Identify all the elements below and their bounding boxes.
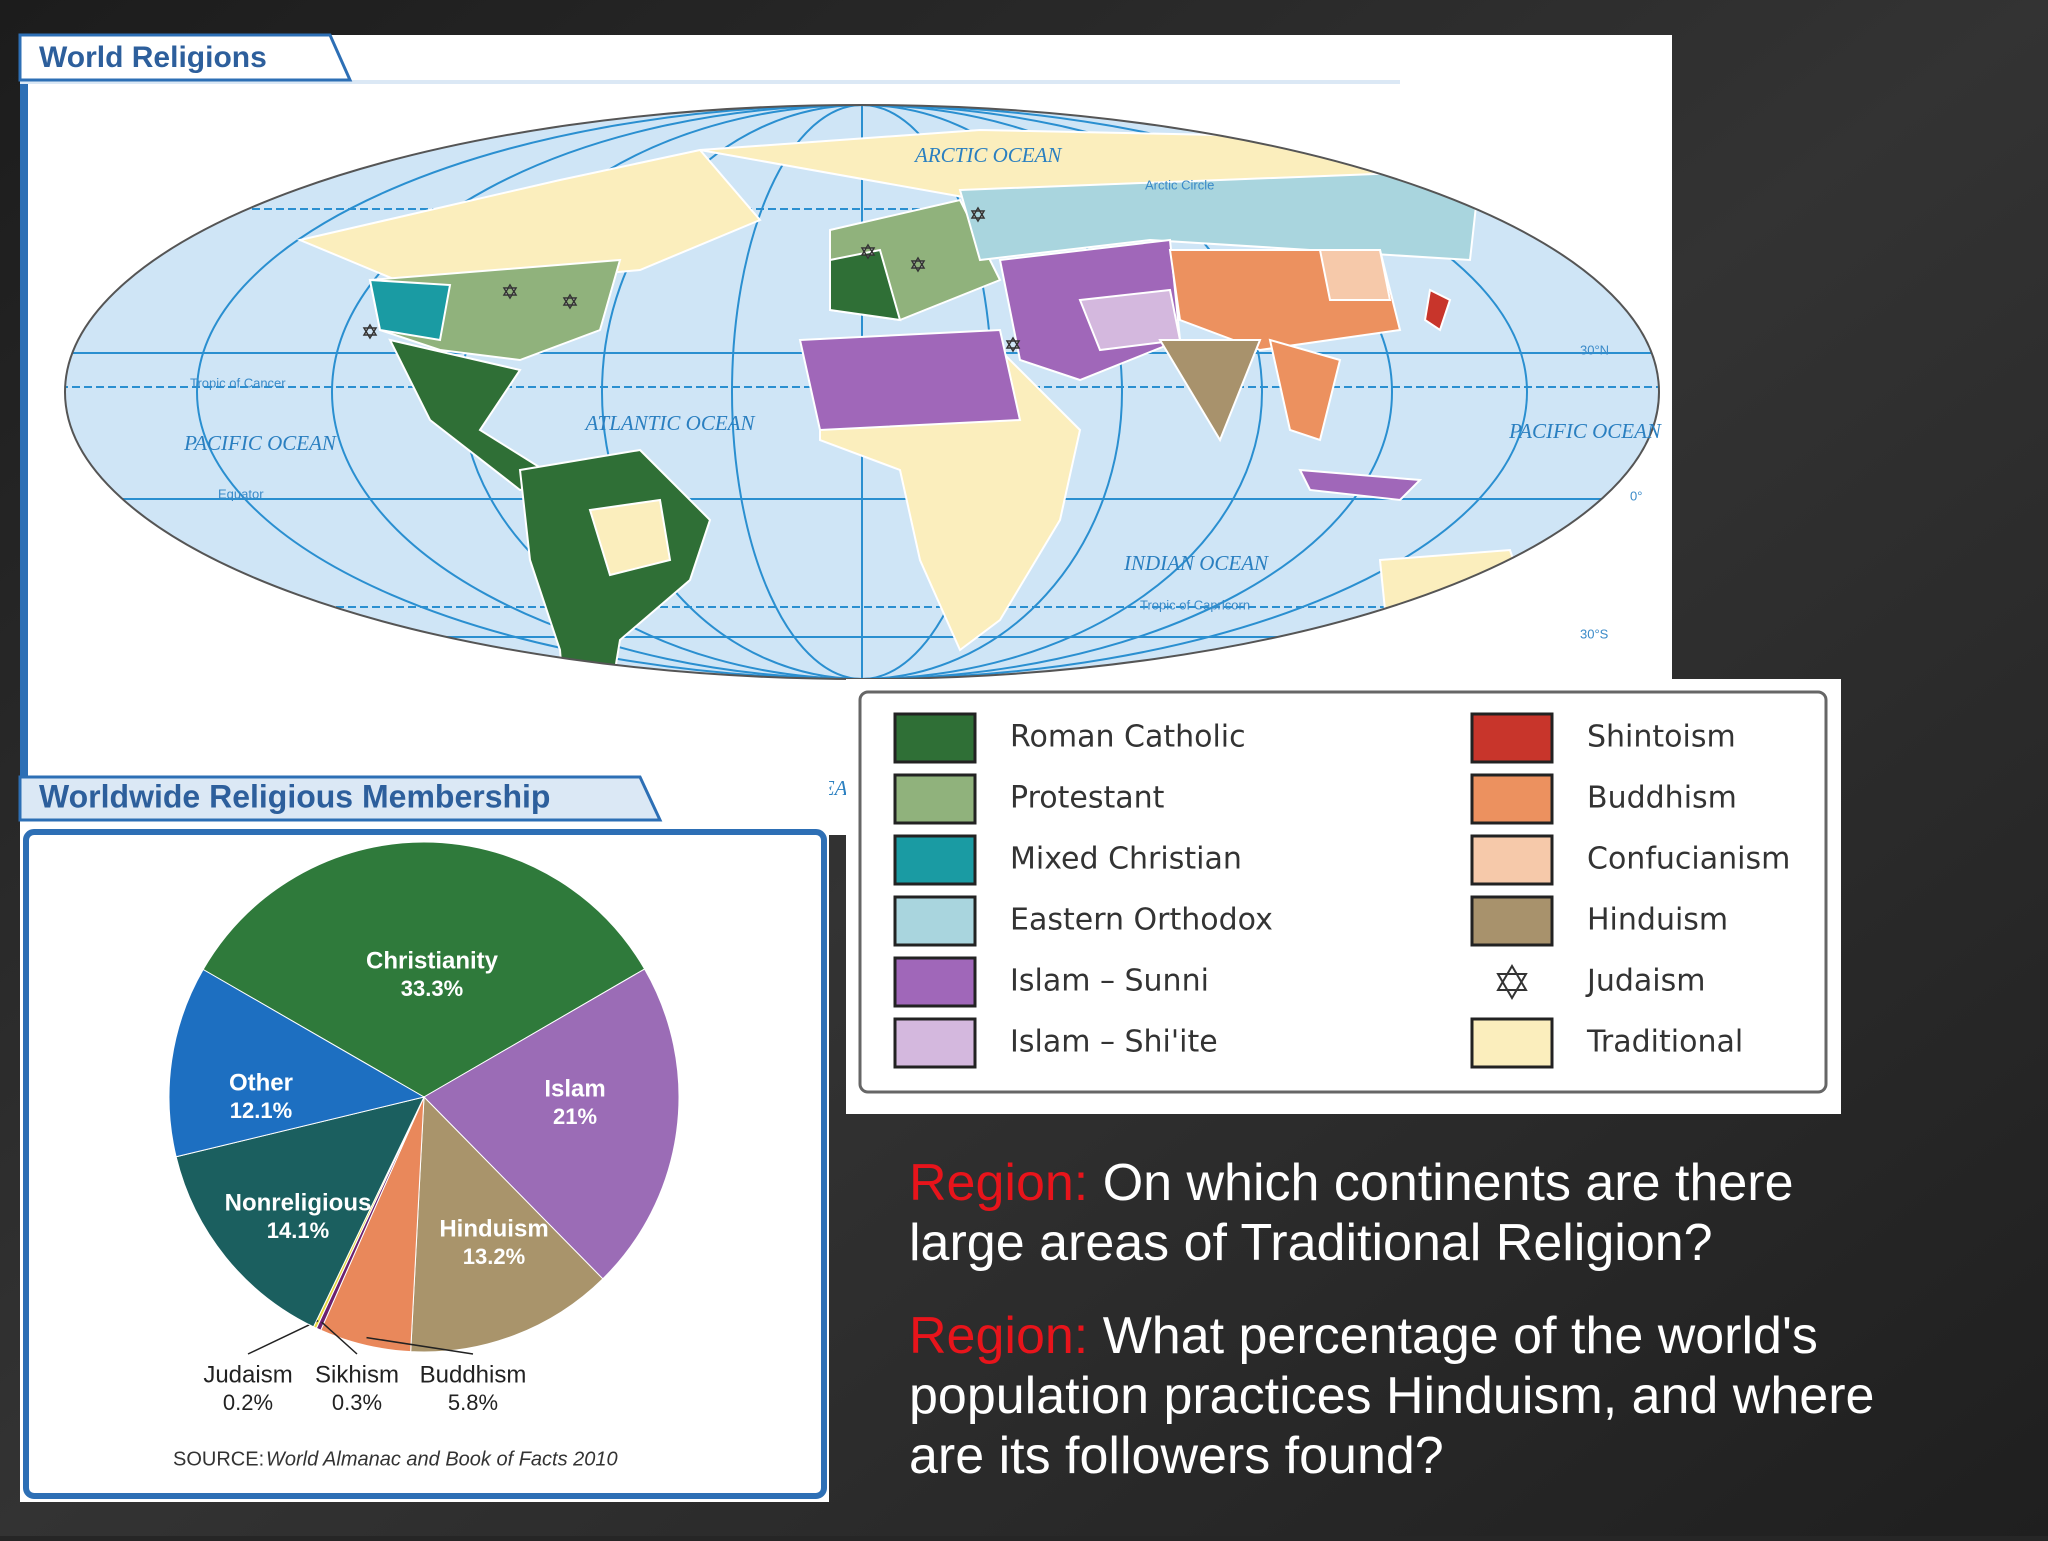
slice-label: Buddhism — [420, 1361, 527, 1388]
ocean-label: INDIAN OCEAN — [1123, 551, 1269, 575]
slice-value: 0.3% — [332, 1390, 382, 1415]
ocean-label: PACIFIC OCEAN — [183, 431, 337, 455]
legend-symbol — [1496, 964, 1528, 1000]
map — [65, 105, 1659, 679]
question-prefix: Region: — [909, 1307, 1088, 1365]
slice-value: 12.1% — [230, 1098, 292, 1123]
source: World Almanac and Book of Facts 2010 — [266, 1448, 618, 1470]
slice-label: Judaism — [203, 1361, 292, 1388]
legend-label: Confucianism — [1587, 842, 1790, 877]
leader-line — [247, 1319, 319, 1355]
legend-label: Traditional — [1586, 1025, 1743, 1060]
latitude-label: Equator — [218, 486, 264, 501]
ocean-label: ARCTIC OCEAN — [913, 143, 1062, 167]
pie-slice — [423, 968, 680, 1280]
latitude-label: 0° — [1630, 488, 1642, 503]
leader-line — [366, 1336, 474, 1355]
question-prefix: Region: — [909, 1154, 1088, 1212]
questions: Region: On which continents are therelar… — [909, 1154, 1874, 1485]
legend-swatch — [893, 1017, 977, 1069]
legend-label: Shintoism — [1587, 720, 1736, 755]
legend-label: Mixed Christian — [1010, 842, 1242, 877]
slice-label: Christianity — [366, 947, 499, 974]
question-line: Region: On which continents are there — [909, 1154, 1794, 1212]
slice-value: 21% — [553, 1104, 597, 1129]
question-text: What percentage of the world's — [1103, 1307, 1818, 1365]
slice-value: 5.8% — [448, 1390, 498, 1415]
map-title: World Religions — [39, 41, 267, 74]
leader-line — [321, 1321, 358, 1355]
legend-label: Roman Catholic — [1010, 720, 1246, 755]
legend-swatch — [893, 895, 977, 947]
map-border — [20, 84, 28, 834]
legend-swatch — [893, 712, 977, 764]
legend: Roman Catholic Protestant Mixed Christian E… — [893, 712, 1790, 1069]
slice-label: Nonreligious — [225, 1189, 372, 1216]
pie-slice — [410, 1095, 604, 1353]
question-text: are its followers found? — [909, 1427, 1444, 1485]
legend-swatch — [1470, 1017, 1554, 1069]
legend-label: Buddhism — [1587, 781, 1737, 816]
legend-label: Islam – Sunni — [1010, 964, 1209, 999]
pie-slice — [202, 841, 646, 1098]
slice-value: 13.2% — [463, 1244, 525, 1269]
legend-swatch — [1470, 773, 1554, 825]
legend-label: Eastern Orthodox — [1010, 903, 1273, 938]
map-title-tab — [18, 33, 353, 82]
question-line: Region: What percentage of the world's — [909, 1307, 1818, 1365]
pie-title: Worldwide Religious Membership — [39, 778, 550, 814]
question-space — [1088, 1154, 1102, 1212]
slice-label: Other — [229, 1069, 293, 1096]
slice-value: 0.2% — [223, 1390, 273, 1415]
legend-label: Islam – Shi'ite — [1010, 1025, 1218, 1060]
slice-label: Hinduism — [439, 1215, 548, 1242]
legend-label: Judaism — [1585, 964, 1705, 999]
legend-swatch — [893, 956, 977, 1008]
source-label: SOURCE: — [173, 1448, 264, 1470]
question-line: are its followers found? — [909, 1427, 1444, 1485]
legend-frame — [858, 690, 1828, 1094]
latitude-label: Arctic Circle — [1145, 177, 1214, 192]
latitude-label: Tropic of Capricorn — [1140, 597, 1250, 612]
judaism-markers — [362, 206, 1021, 353]
question-space — [1088, 1307, 1102, 1365]
legend-swatch — [893, 834, 977, 886]
legend-label: Hinduism — [1587, 903, 1728, 938]
pie-slice — [175, 1096, 425, 1328]
slice-label: Sikhism — [315, 1361, 399, 1388]
slice-value: 33.3% — [401, 976, 463, 1001]
pie-title-tab — [18, 775, 663, 822]
ocean-label: PACIFIC OCEAN — [1508, 419, 1662, 443]
ocean-label: ATLANTIC OCEAN — [583, 411, 755, 435]
legend-label: Protestant — [1010, 781, 1165, 816]
legend-swatch — [1470, 712, 1554, 764]
latitude-label: 30°N — [1580, 342, 1609, 357]
pie-slice — [168, 968, 426, 1158]
legend-swatch — [1470, 895, 1554, 947]
latitude-label: 30°S — [1580, 626, 1609, 641]
legend-swatch — [893, 773, 977, 825]
question-line: large areas of Traditional Religion? — [909, 1214, 1713, 1272]
question-text: On which continents are there — [1103, 1154, 1794, 1212]
latitude-label: Tropic of Cancer — [190, 375, 286, 390]
slice-value: 14.1% — [267, 1218, 329, 1243]
legend-swatch — [1470, 834, 1554, 886]
question-line: population practices Hinduism, and where — [909, 1367, 1874, 1425]
slice-label: Islam — [544, 1075, 605, 1102]
question-text: large areas of Traditional Religion? — [909, 1214, 1713, 1272]
question-text: population practices Hinduism, and where — [909, 1367, 1874, 1425]
